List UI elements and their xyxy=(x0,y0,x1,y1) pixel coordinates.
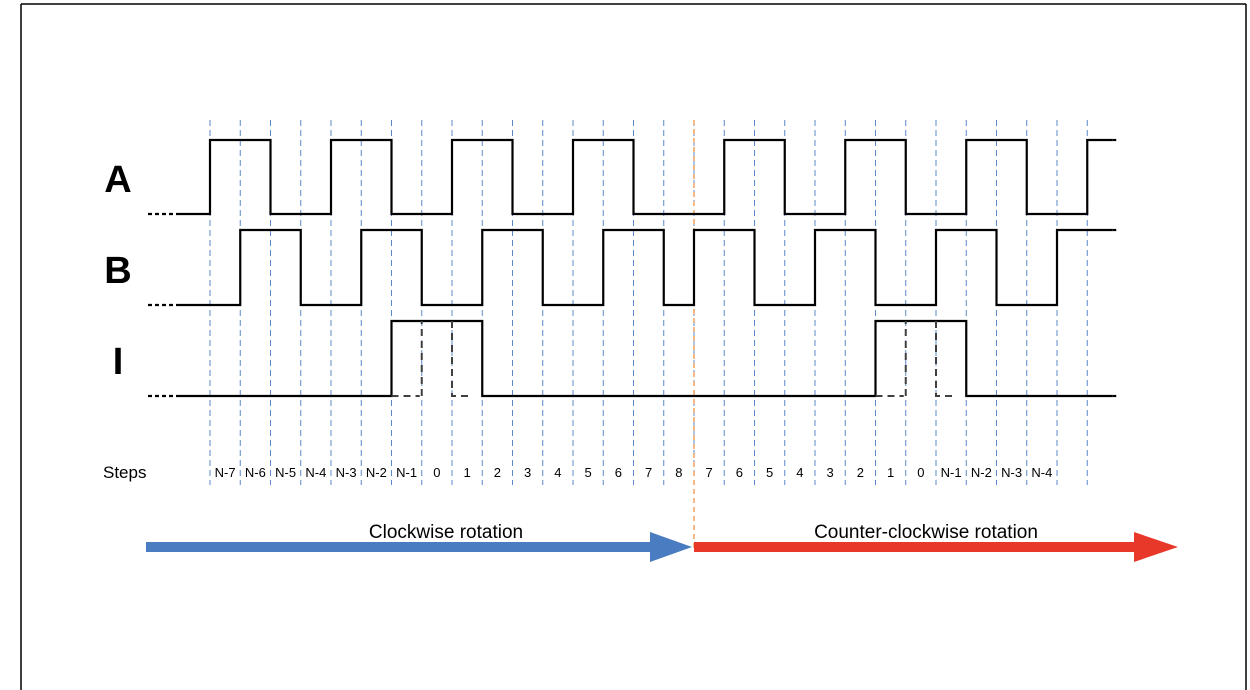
signal-label-i: I xyxy=(113,341,124,383)
step-label: N-2 xyxy=(971,465,992,480)
step-label: N-1 xyxy=(396,465,417,480)
step-label: N-3 xyxy=(336,465,357,480)
signal-label-a: A xyxy=(104,159,131,201)
step-label: N-2 xyxy=(366,465,387,480)
signal-b-trace xyxy=(178,230,1112,305)
index-inner-dashed xyxy=(392,321,471,396)
step-label: N-6 xyxy=(245,465,266,480)
signal-i-trace xyxy=(178,321,1112,396)
step-label: 0 xyxy=(433,465,440,480)
step-label: N-1 xyxy=(941,465,962,480)
step-label: 7 xyxy=(645,465,652,480)
step-label: 2 xyxy=(494,465,501,480)
step-label: 4 xyxy=(796,465,803,480)
signal-traces xyxy=(148,140,1118,396)
step-label: N-7 xyxy=(215,465,236,480)
step-label: 0 xyxy=(917,465,924,480)
steps-title: Steps xyxy=(103,463,146,482)
step-label: 6 xyxy=(736,465,743,480)
index-inner-dashed xyxy=(876,321,955,396)
signal-a-trace xyxy=(178,140,1112,214)
counter-clockwise-label: Counter-clockwise rotation xyxy=(814,522,1038,543)
step-label: 8 xyxy=(675,465,682,480)
step-label: 2 xyxy=(857,465,864,480)
step-label: N-5 xyxy=(275,465,296,480)
step-label: 1 xyxy=(887,465,894,480)
clockwise-label: Clockwise rotation xyxy=(369,522,523,543)
step-label: 6 xyxy=(615,465,622,480)
step-label: 1 xyxy=(464,465,471,480)
step-label: 3 xyxy=(524,465,531,480)
step-label: N-4 xyxy=(305,465,326,480)
step-label: N-3 xyxy=(1001,465,1022,480)
signal-label-b: B xyxy=(104,250,131,292)
step-dividers xyxy=(210,120,1087,548)
step-label: 4 xyxy=(554,465,561,480)
rotation-arrows: Clockwise rotation Counter-clockwise rota… xyxy=(146,522,1178,562)
step-label: 7 xyxy=(706,465,713,480)
signal-labels: A B I xyxy=(104,159,131,383)
step-label: N-4 xyxy=(1031,465,1052,480)
step-label: 5 xyxy=(585,465,592,480)
step-labels: Steps N-7 N-6 N-5 N-4 N-3 N-2 N-1 0 1 2 3 4 5 6 7 8 7 6 5 4 3… xyxy=(103,463,1052,482)
step-label: 3 xyxy=(827,465,834,480)
step-label: 5 xyxy=(766,465,773,480)
